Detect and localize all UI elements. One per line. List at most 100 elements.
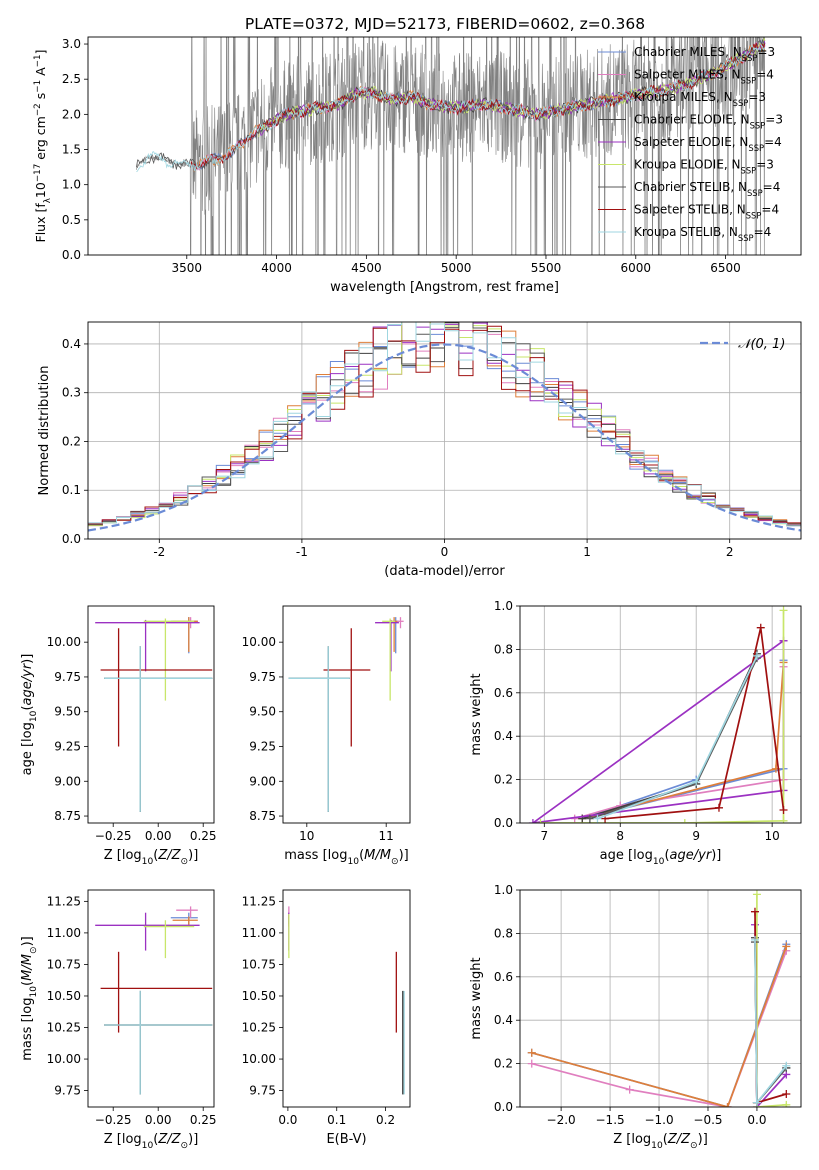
label-part: SSP bbox=[738, 233, 754, 243]
label-part: )] bbox=[711, 848, 721, 863]
line-kroupa_elodie bbox=[540, 610, 785, 823]
marker-salpeter_miles bbox=[625, 1085, 634, 1094]
y-axis-label: Normed distribution bbox=[37, 366, 52, 496]
y-tick-label: 9.75 bbox=[249, 670, 276, 684]
x-axis-label: Z [log10(Z/Z⊙)] bbox=[104, 848, 199, 867]
label-part: )] bbox=[698, 1132, 708, 1147]
label-part: log bbox=[122, 848, 142, 863]
marker-kroupa_elodie bbox=[782, 1103, 791, 1107]
marker-kroupa_stelib bbox=[752, 1098, 761, 1107]
x-tick-label: 0.0 bbox=[278, 1113, 297, 1127]
x-tick-label: 1 bbox=[583, 545, 591, 559]
line-salpeter_miles bbox=[574, 666, 785, 820]
label-part: 10 bbox=[651, 1141, 663, 1151]
axes-frame bbox=[519, 605, 802, 824]
x-tick-label: −1.0 bbox=[644, 1113, 673, 1127]
marker-kroupa_elodie bbox=[536, 819, 545, 823]
x-tick-label: 8 bbox=[616, 829, 624, 843]
legend-label-chabrier_elodie: Chabrier ELODIE, NSSP=3 bbox=[634, 113, 783, 131]
mass_vs_Z-panel: −0.25 0.00 0.25 9.75 10.00 10.25 10.50 10.75 11.… bbox=[20, 889, 217, 1151]
label-part: erg cm bbox=[33, 116, 48, 164]
label-part: age/yr bbox=[670, 848, 713, 863]
y-tick-label: 8.75 bbox=[249, 809, 276, 823]
axes-frame bbox=[87, 605, 215, 824]
x-tick-label: 0.25 bbox=[190, 829, 217, 843]
x-tick-label: 6000 bbox=[620, 261, 651, 275]
x-tick-label: 5000 bbox=[441, 261, 472, 275]
label-part: ( bbox=[663, 1132, 668, 1147]
x-tick-label: 9 bbox=[692, 829, 700, 843]
marker-kroupa_stelib bbox=[750, 935, 759, 944]
y-tick-label: 9.50 bbox=[249, 705, 276, 719]
label-part: SSP bbox=[750, 121, 766, 131]
x-axis-label: mass [log10(M/M⊙)] bbox=[284, 848, 408, 867]
label-part: age [ bbox=[20, 742, 35, 775]
label-part: ( bbox=[153, 848, 158, 863]
label-part: =4 bbox=[756, 68, 774, 82]
marker-salpeter_miles bbox=[527, 1059, 536, 1068]
x-tick-label: 0.1 bbox=[327, 1113, 346, 1127]
x-tick-label: 0.00 bbox=[145, 829, 172, 843]
y-tick-label: 0.8 bbox=[494, 926, 513, 940]
label-part: log bbox=[631, 1132, 651, 1147]
label-part: −1 bbox=[33, 80, 43, 93]
legend-label-salpeter_elodie: Salpeter ELODIE, NSSP=4 bbox=[634, 135, 782, 153]
marker-salpeter_elodie bbox=[528, 819, 537, 823]
label-part: Chabrier ELODIE, N bbox=[634, 113, 750, 127]
label-part: Chabrier MILES, N bbox=[634, 45, 742, 59]
label-part: =3 bbox=[757, 45, 775, 59]
legend-label-kroupa_stelib: Kroupa STELIB, NSSP=4 bbox=[634, 225, 771, 243]
label-part: ⊙ bbox=[181, 1141, 189, 1151]
label-part: ⊙ bbox=[690, 1141, 698, 1151]
marker-salpeter_stelib bbox=[750, 907, 759, 916]
x-axis-label: age [log10(age/yr)] bbox=[600, 848, 722, 867]
y-tick-label: 2.0 bbox=[62, 107, 81, 121]
label-part: =3 bbox=[748, 90, 766, 104]
label-part: =4 bbox=[761, 203, 779, 217]
x-tick-label: 0.2 bbox=[376, 1113, 395, 1127]
label-part: Kroupa STELIB, N bbox=[634, 225, 738, 239]
y-tick-label: 11.00 bbox=[242, 926, 276, 940]
y-tick-label: 9.25 bbox=[54, 739, 81, 753]
label-part: 10 bbox=[653, 857, 665, 867]
label-part: log bbox=[633, 848, 653, 863]
label-part: ] bbox=[33, 50, 48, 55]
age_vs_Z-panel: −0.25 0.00 0.25 8.75 9.00 9.25 9.50 9.75 10.00 Z … bbox=[20, 605, 217, 867]
histogram-kroupa_stelib bbox=[88, 322, 801, 529]
weight-lines bbox=[527, 890, 791, 1107]
y-tick-label: 0.0 bbox=[62, 532, 81, 546]
axes-frame bbox=[519, 889, 802, 1108]
label-part: ⊙ bbox=[29, 946, 39, 954]
legend-label-kroupa_elodie: Kroupa ELODIE, NSSP=3 bbox=[634, 158, 774, 176]
marker-kroupa_stelib bbox=[692, 777, 701, 786]
label-part: ( bbox=[359, 848, 364, 863]
line-kroupa_miles bbox=[531, 946, 788, 1107]
y-tick-label: 0.0 bbox=[494, 1100, 513, 1114]
legend-label-salpeter_stelib: Salpeter STELIB, NSSP=4 bbox=[634, 203, 779, 221]
x-axis-label: Z [log10(Z/Z⊙)] bbox=[104, 1132, 199, 1151]
label-part: log bbox=[20, 722, 35, 742]
marker-salpeter_stelib bbox=[714, 803, 723, 812]
y-tick-label: 11.25 bbox=[47, 894, 81, 908]
axes-frame bbox=[87, 36, 802, 256]
label-part: Chabrier STELIB, N bbox=[634, 180, 747, 194]
legend-label-chabrier_stelib: Chabrier STELIB, NSSP=4 bbox=[634, 180, 780, 198]
errorbars bbox=[288, 906, 405, 1095]
x-tick-label: 3500 bbox=[172, 261, 203, 275]
x-tick-label: 10 bbox=[299, 829, 314, 843]
label-part: A bbox=[33, 67, 48, 80]
y-tick-label: 10.00 bbox=[47, 635, 81, 649]
y-tick-label: 10.50 bbox=[242, 989, 276, 1003]
label-part: )] bbox=[188, 848, 198, 863]
x-axis-label: wavelength [Angstrom, rest frame] bbox=[330, 280, 559, 295]
label-part: Z/Z bbox=[157, 1132, 181, 1147]
label-part: −1 bbox=[33, 54, 43, 67]
label-part: =3 bbox=[765, 113, 783, 127]
y-tick-label: 8.75 bbox=[54, 809, 81, 823]
x-tick-label: 0.00 bbox=[145, 1113, 172, 1127]
y-tick-label: 3.0 bbox=[62, 37, 81, 51]
label-part: λ bbox=[43, 198, 53, 203]
weight_vs_Z-panel: −2.0 −1.5 −1.0 −0.5 0.0 0.0 0.2 0.4 0.6 0.8 1.0 Z [… bbox=[469, 883, 802, 1151]
